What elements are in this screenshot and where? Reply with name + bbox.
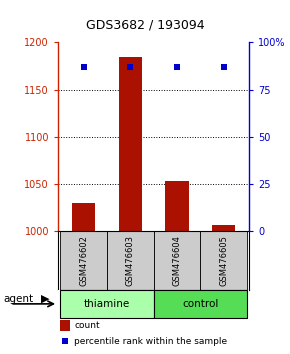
Text: percentile rank within the sample: percentile rank within the sample — [74, 337, 227, 346]
Bar — [154, 232, 200, 290]
Text: thiamine: thiamine — [84, 299, 130, 309]
Bar — [60, 290, 154, 318]
Bar — [60, 320, 70, 331]
Text: GSM476604: GSM476604 — [173, 235, 182, 286]
Text: GDS3682 / 193094: GDS3682 / 193094 — [86, 19, 204, 32]
Bar — [154, 290, 247, 318]
Text: control: control — [182, 299, 219, 309]
Text: GSM476605: GSM476605 — [219, 235, 228, 286]
Text: agent: agent — [3, 294, 33, 304]
Bar — [200, 232, 247, 290]
Text: GSM476603: GSM476603 — [126, 235, 135, 286]
Text: ▶: ▶ — [41, 294, 49, 304]
Text: GSM476602: GSM476602 — [79, 235, 88, 286]
Bar — [212, 225, 235, 232]
Bar — [119, 57, 142, 232]
Bar — [72, 203, 95, 232]
Text: count: count — [74, 321, 100, 330]
Bar — [165, 181, 189, 232]
Bar — [107, 232, 154, 290]
Bar — [60, 232, 107, 290]
